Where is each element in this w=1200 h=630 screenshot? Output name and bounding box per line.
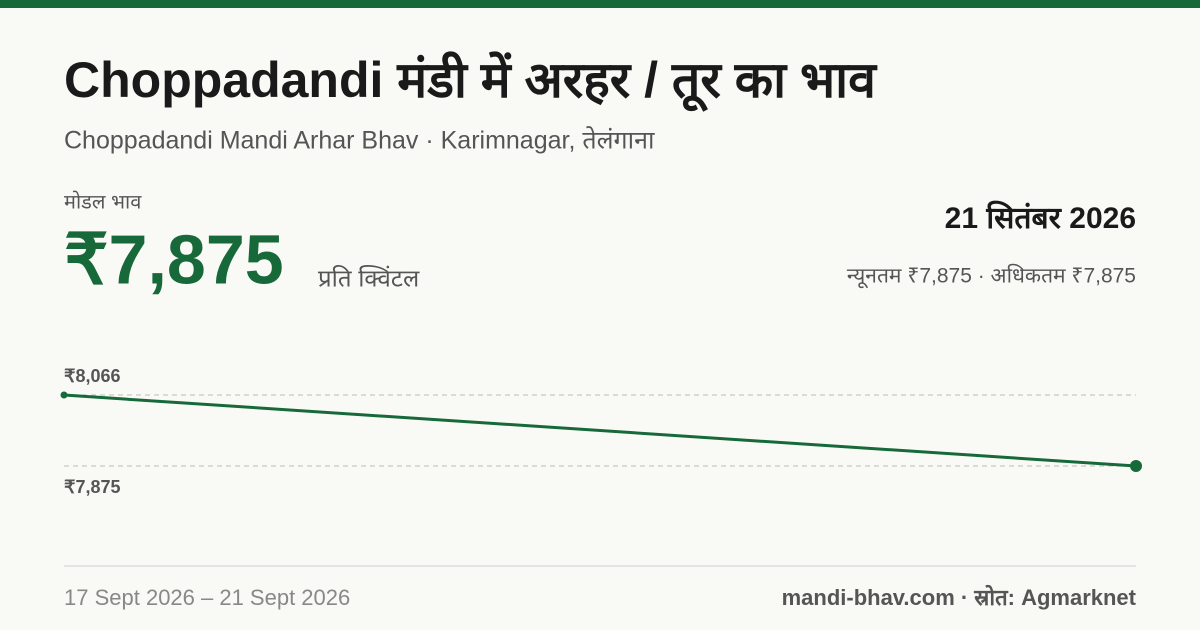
- line: [63, 393, 1137, 468]
- date: 21 सितंबर 2026: [945, 200, 1136, 235]
- y-tick-label: ₹8,066: [64, 366, 121, 386]
- top-bar: [0, 0, 1200, 8]
- source: mandi-bhav.com · स्रोत: Agmarknet: [782, 584, 1137, 610]
- subtitle: Choppadandi Mandi Arhar Bhav · Karimnaga…: [64, 126, 655, 155]
- model-price: ₹7,875: [64, 220, 284, 298]
- point: [60, 391, 68, 399]
- plot: ₹8,066 ₹7,875: [60, 366, 1142, 497]
- title: Choppadandi मंडी में अरहर / तूर का भाव: [64, 51, 878, 112]
- unit: प्रति क्विंटल: [318, 264, 420, 292]
- date-range: 17 Sept 2026 – 21 Sept 2026: [64, 585, 350, 610]
- range-text: न्यूनतम ₹7,875 · अधिकतम ₹7,875: [847, 264, 1136, 289]
- model-label: मोडल भाव: [64, 190, 142, 213]
- y-tick-label: ₹7,875: [64, 477, 121, 497]
- point: [1130, 460, 1142, 473]
